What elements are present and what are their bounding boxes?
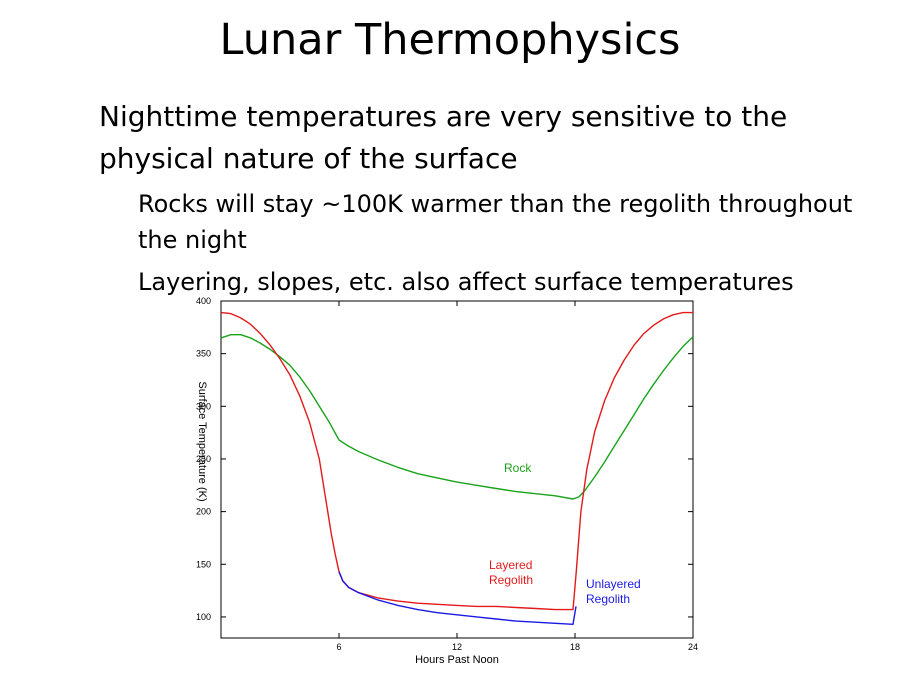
sub-bullet-layering: Layering, slopes, etc. also affect surfa… bbox=[138, 268, 794, 296]
y-tick-label: 100 bbox=[196, 612, 211, 622]
x-tick-label: 6 bbox=[336, 642, 341, 652]
x-tick-label: 18 bbox=[570, 642, 580, 652]
x-tick-label: 12 bbox=[452, 642, 462, 652]
annotation-unlayered-line1: Unlayered bbox=[586, 577, 641, 591]
series-line-layered-regolith bbox=[220, 311, 693, 611]
series-lines bbox=[220, 311, 694, 625]
y-axis-label: Surface Temperature (K) bbox=[196, 381, 208, 501]
annotation-layered-line1: Layered bbox=[489, 558, 532, 572]
sub-bullet-rocks: Rocks will stay ~100K warmer than the re… bbox=[138, 190, 853, 254]
y-tick-label: 300 bbox=[196, 401, 211, 411]
annotation-unlayered-line2: Regolith bbox=[586, 592, 630, 606]
y-tick-label: 150 bbox=[196, 559, 211, 569]
series-line-unlayered-regolith bbox=[338, 571, 577, 625]
y-tick-label: 400 bbox=[196, 296, 211, 306]
main-bullet: Nighttime temperatures are very sensitiv… bbox=[99, 100, 788, 175]
x-axis-label: Hours Past Noon bbox=[415, 654, 499, 666]
y-tick-label: 200 bbox=[196, 507, 211, 517]
axis-ticks: 100 150 200 250 300 350 400 6 12 18 24 bbox=[196, 296, 698, 652]
series-line-rock bbox=[220, 334, 694, 500]
annotation-layered-line2: Regolith bbox=[489, 573, 533, 587]
x-tick-label: 24 bbox=[688, 642, 698, 652]
slide-title: Lunar Thermophysics bbox=[219, 15, 681, 65]
annotation-rock: Rock bbox=[504, 461, 532, 475]
y-tick-label: 350 bbox=[196, 349, 211, 359]
y-tick-label: 250 bbox=[196, 454, 211, 464]
